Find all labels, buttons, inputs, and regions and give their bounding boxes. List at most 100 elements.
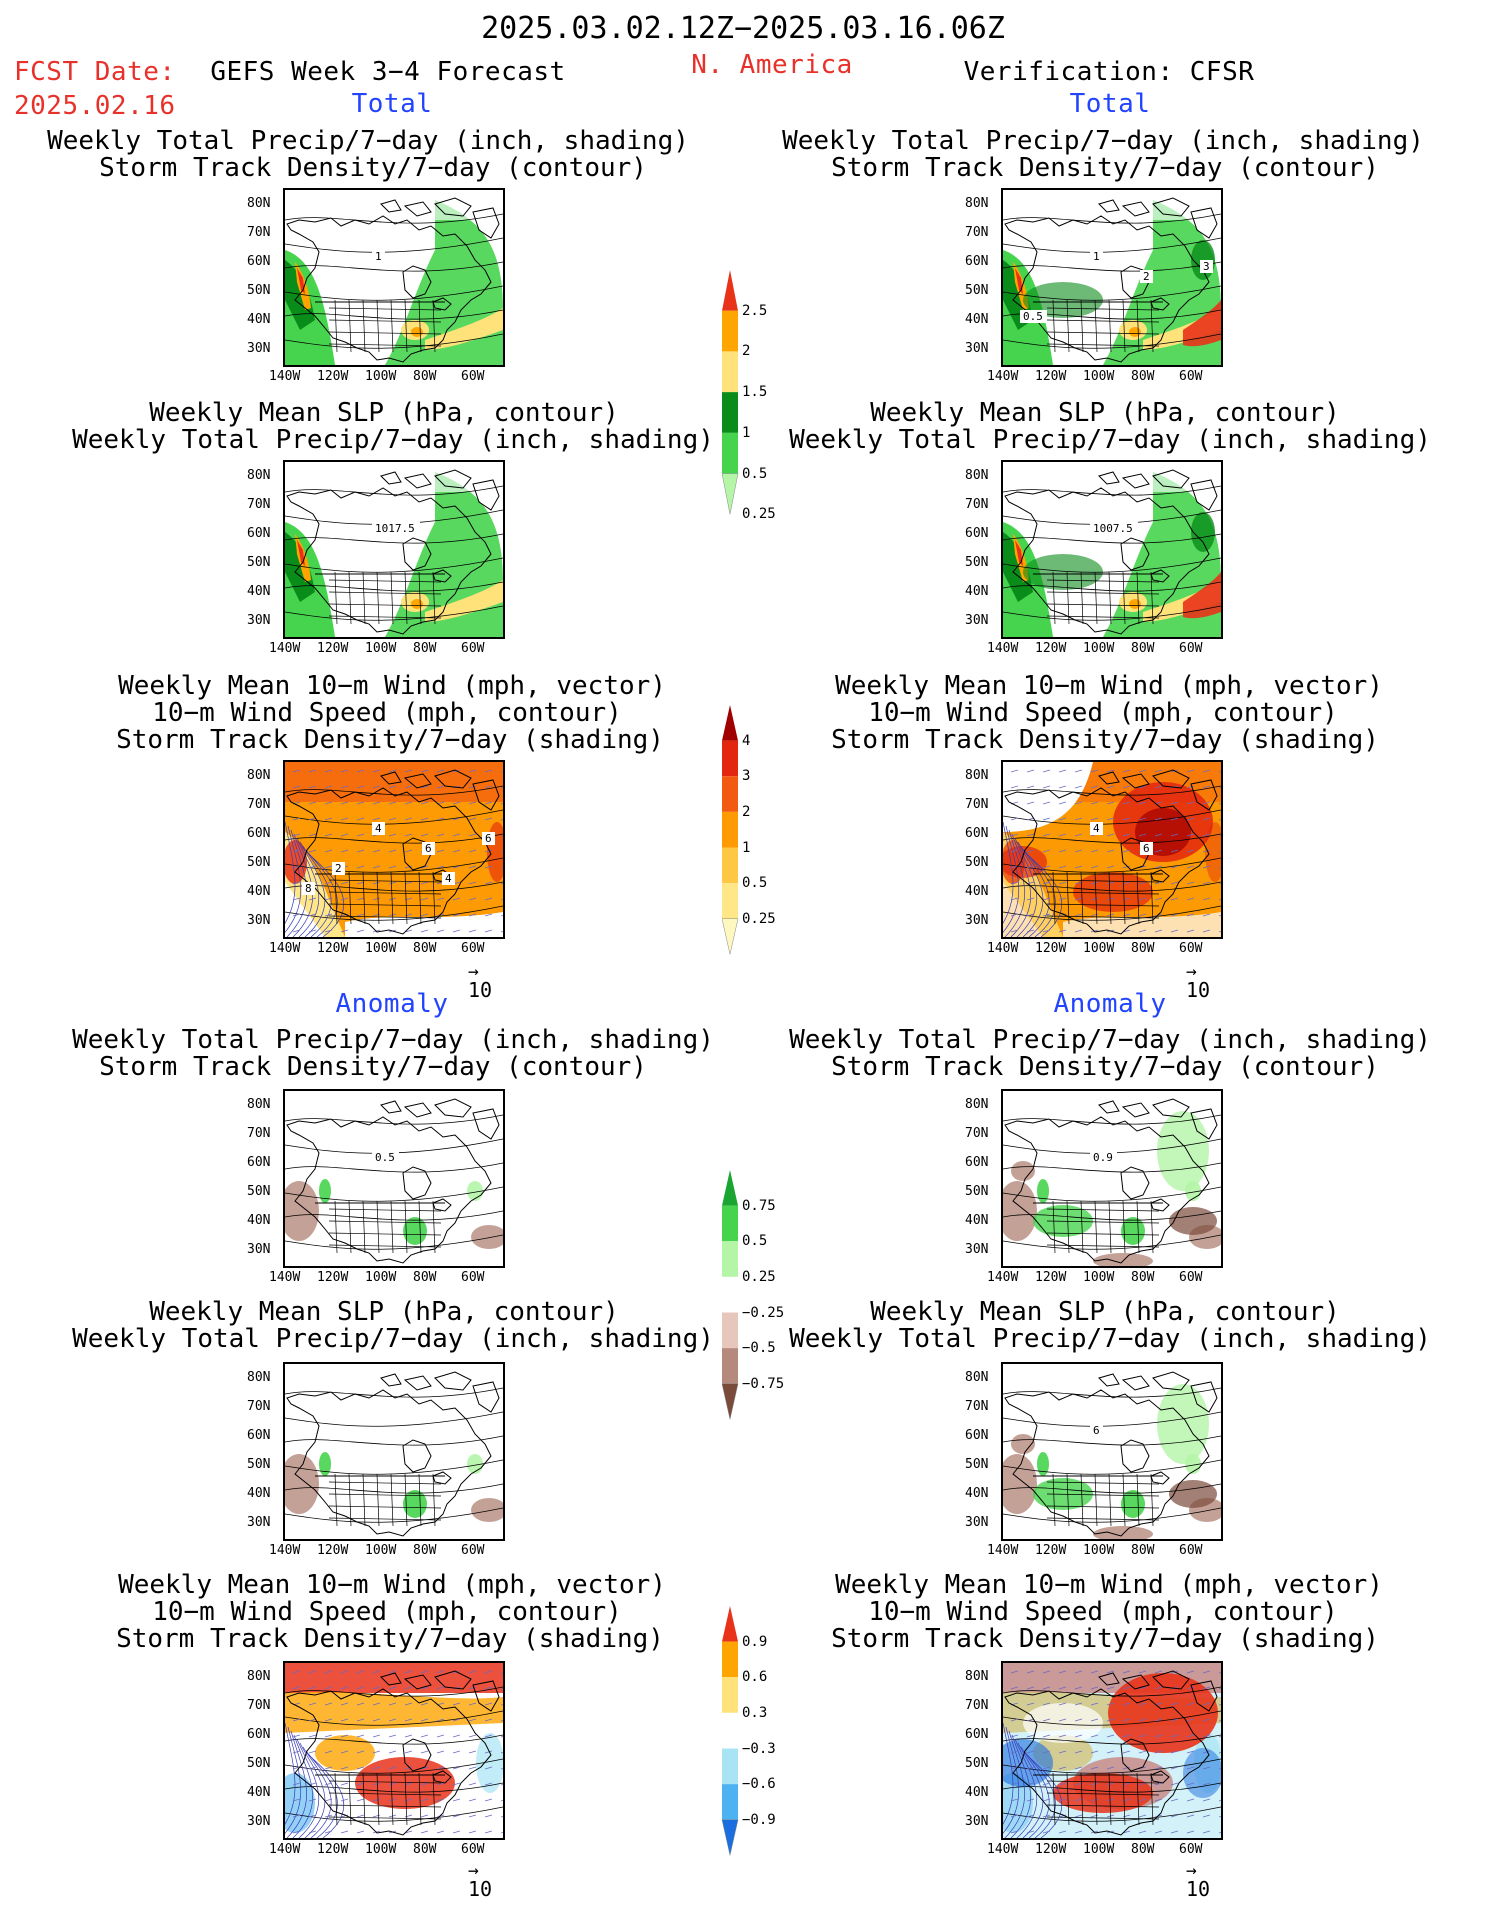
lat-tick-label: 60N [965, 1727, 989, 1742]
colorbar-segment [722, 1312, 738, 1349]
coastline [286, 1389, 492, 1537]
wind-vector [420, 801, 429, 805]
great-lakes [1150, 1471, 1170, 1485]
lon-tick-label: 80W [413, 369, 437, 384]
lon-tick-label: 100W [365, 941, 397, 956]
wind-vector [372, 769, 381, 773]
panel-title: Weekly Mean 10−m Wind (mph, vector) [835, 671, 1383, 701]
colorbar-segment [722, 432, 738, 474]
wind-vector [356, 897, 365, 901]
wind-vector [340, 1734, 349, 1738]
map-forecast-anomaly-precip-storm: 0.5 [283, 1089, 505, 1268]
wind-vector [1154, 1734, 1163, 1738]
wind-vector [324, 1830, 333, 1834]
panel-title: Weekly Total Precip/7−day (inch, shading… [47, 126, 689, 156]
wind-vector [1058, 1718, 1067, 1722]
state-border [404, 1200, 408, 1254]
state-border [334, 1772, 338, 1826]
wind-vector [1202, 1718, 1211, 1722]
wind-vector [1042, 1686, 1051, 1690]
state-border [328, 1816, 442, 1820]
wind-vector [308, 1830, 317, 1834]
wind-vector [308, 1798, 317, 1802]
island [472, 1108, 500, 1140]
wind-vector [1058, 913, 1067, 917]
wind-vector [1106, 1766, 1115, 1770]
contour-line [1003, 1782, 1221, 1793]
wind-vector [484, 1814, 493, 1818]
wind-vector [1186, 881, 1195, 885]
lat-tick-label: 80N [247, 196, 271, 211]
wind-vector [1026, 1750, 1035, 1754]
wind-vector [388, 1766, 397, 1770]
wind-speed-contour [1020, 845, 1050, 937]
colorbar-cap [722, 1170, 738, 1206]
wind-vector [1106, 1718, 1115, 1722]
island [434, 1670, 472, 1690]
state-border [390, 299, 394, 353]
wind-vector [1042, 833, 1051, 837]
contour-line [285, 1507, 503, 1523]
wind-vector [1202, 1814, 1211, 1818]
colorbar-tick-label: 4 [742, 732, 751, 749]
wind-vector [484, 929, 493, 933]
wind-vector [308, 849, 317, 853]
wind-vector [484, 1766, 493, 1770]
wind-vector [452, 1814, 461, 1818]
fcst-date-label: FCST Date: [14, 57, 176, 87]
lon-tick-label: 120W [317, 369, 349, 384]
contour-line [1003, 1234, 1221, 1250]
great-lakes [1150, 869, 1170, 883]
panel-title: Storm Track Density/7−day (shading) [831, 725, 1379, 755]
wind-vector [324, 1798, 333, 1802]
wind-vector [1010, 1830, 1019, 1834]
wind-vector [324, 865, 333, 869]
wind-vector [388, 1750, 397, 1754]
wind-vector [324, 929, 333, 933]
state-border [334, 1473, 338, 1527]
state-border [1046, 1220, 1160, 1224]
wind-vector [1218, 1752, 1221, 1754]
precip-shading [425, 308, 503, 350]
panel-title: 10−m Wind Speed (mph, contour) [152, 1597, 622, 1627]
wind-vector [340, 897, 349, 901]
wind-vector [452, 1766, 461, 1770]
wind-vector [468, 913, 477, 917]
wind-vector [1026, 1670, 1035, 1674]
wind-vector [468, 1798, 477, 1802]
wind-vector [404, 1814, 413, 1818]
contour-label: 4 [372, 822, 385, 835]
state-border [328, 307, 442, 311]
coastline [1004, 1389, 1210, 1537]
wind-vector [388, 1798, 397, 1802]
wind-vector [308, 929, 317, 933]
island [1190, 1381, 1218, 1413]
colorbar-tick-label: 0.5 [742, 1233, 768, 1250]
wind-vector [388, 1686, 397, 1690]
island [472, 1680, 500, 1712]
colorbar-segment [722, 1784, 738, 1820]
contour-line [1003, 1806, 1221, 1822]
wind-vector [1026, 1798, 1035, 1802]
lat-tick-label: 60N [965, 1155, 989, 1170]
wind-vector [356, 817, 365, 821]
colorbar-segment [722, 1276, 738, 1313]
panel-title: Weekly Mean 10−m Wind (mph, vector) [118, 671, 666, 701]
great-lakes [1150, 569, 1170, 583]
wind-vector [436, 1782, 445, 1786]
map-canvas: 1017.5 [285, 462, 503, 637]
wind-vector [500, 915, 503, 917]
wind-vector [420, 1750, 429, 1754]
lat-tick-label: 80N [965, 196, 989, 211]
island [403, 773, 432, 789]
wind-vector [1058, 1702, 1067, 1706]
lon-tick-label: 120W [317, 941, 349, 956]
wind-vector [1106, 1782, 1115, 1786]
lat-tick-label: 50N [965, 1756, 989, 1771]
colorbar-tick-label: 0.25 [742, 506, 776, 523]
colorbar-storm-anomaly: 0.9 0.6 0.3 −0.3 −0.6 −0.9 [722, 1606, 776, 1891]
island [1190, 207, 1218, 239]
wind-vector [1010, 785, 1019, 789]
contour-line [1003, 1162, 1221, 1173]
island [380, 1672, 402, 1686]
